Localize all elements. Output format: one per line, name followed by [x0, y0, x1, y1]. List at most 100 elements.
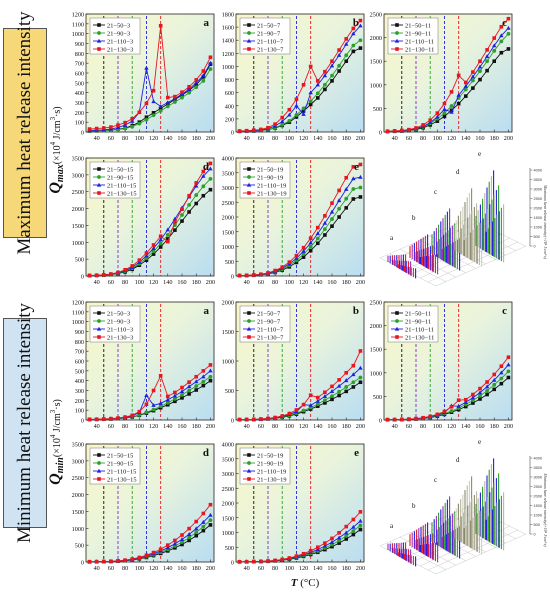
data-point — [173, 220, 177, 224]
x-tick-label: 180 — [342, 135, 351, 142]
data-point — [470, 78, 475, 83]
data-point — [499, 24, 504, 29]
x-tick-label: 160 — [177, 423, 186, 430]
y-tick-label: 500 — [75, 257, 84, 264]
y-tick-label: 400 — [75, 378, 84, 385]
x-tick-label: 200 — [206, 565, 215, 572]
data-point — [485, 392, 489, 397]
legend-marker — [97, 319, 101, 323]
x-tick-label: 60 — [406, 423, 412, 430]
panel-max-b: 0 200 400 600 800 1000 1200 1400 1600 1800 40 60 80 1… — [222, 12, 365, 143]
data-point — [294, 408, 299, 412]
data-point — [337, 63, 342, 68]
data-point — [194, 530, 199, 535]
inset-3d-z-tick-label: 4000 — [534, 169, 542, 173]
data-point — [477, 64, 483, 69]
data-point — [435, 412, 440, 417]
y-tick-label: 2000 — [72, 206, 84, 213]
legend-marker — [394, 326, 400, 331]
x-tick-label: 40 — [244, 135, 250, 142]
y-tick-label: 1000 — [370, 82, 382, 89]
legend-entry: 21−130−3 — [107, 46, 133, 53]
data-point — [251, 417, 256, 422]
data-point — [478, 59, 482, 63]
data-point — [201, 184, 206, 189]
y-tick-label: 4000 — [222, 156, 234, 163]
data-point — [259, 272, 263, 277]
data-point — [173, 390, 177, 395]
data-point — [323, 541, 327, 545]
x-tick-label: 160 — [475, 423, 484, 430]
legend: 21−50−321−90−321−110−321−130−3 — [89, 305, 141, 343]
y-axis-title-max: Qmax(×104 J/cm3·s) — [47, 106, 66, 193]
data-point — [201, 193, 206, 198]
y-tick-label: 300 — [75, 388, 84, 395]
data-point — [351, 380, 356, 385]
x-tick-label: 120 — [149, 135, 158, 142]
data-point — [280, 122, 285, 127]
legend-marker — [96, 326, 102, 331]
data-point — [456, 398, 461, 402]
x-tick-label: 40 — [392, 135, 398, 142]
data-point — [172, 100, 177, 104]
data-point — [244, 417, 249, 422]
data-point — [471, 86, 475, 90]
data-point — [449, 90, 454, 94]
data-point — [116, 416, 120, 420]
legend-marker — [246, 182, 252, 187]
y-tick-label: 300 — [75, 100, 84, 107]
x-tick-label: 100 — [135, 279, 144, 286]
data-point — [165, 232, 170, 237]
data-point — [208, 60, 213, 65]
y-tick-label: 2000 — [370, 35, 382, 42]
legend-marker — [247, 335, 251, 339]
data-point — [344, 186, 349, 191]
data-point — [158, 234, 163, 239]
data-point — [301, 245, 306, 250]
data-point — [323, 87, 327, 92]
data-point — [144, 553, 149, 558]
legend-entry: 21−50−19 — [257, 452, 283, 459]
data-point — [237, 273, 242, 278]
legend-marker — [97, 453, 101, 457]
x-tick-label: 120 — [149, 279, 158, 286]
x-tick-label: 120 — [149, 423, 158, 430]
data-point — [506, 25, 511, 30]
data-point — [407, 417, 411, 421]
data-point — [336, 535, 342, 540]
x-axis-title: T (°C) — [291, 577, 320, 589]
y-tick-label: 2500 — [222, 486, 234, 493]
data-point — [201, 524, 206, 529]
data-point — [463, 397, 468, 402]
data-point — [308, 240, 313, 245]
panel-letter: c — [502, 305, 507, 317]
legend-entry: 21−130−7 — [257, 46, 284, 53]
data-point — [180, 385, 184, 390]
y-tick-label: 600 — [225, 90, 234, 97]
data-point — [201, 528, 206, 533]
y-tick-label: 500 — [225, 545, 234, 552]
legend-marker — [247, 31, 251, 35]
data-point — [180, 542, 184, 547]
data-point — [337, 69, 341, 73]
inset-3d-z-tick-label: 2000 — [534, 495, 542, 499]
x-tick-label: 100 — [433, 135, 442, 142]
data-point — [358, 527, 363, 532]
y-tick-label: 1200 — [222, 51, 234, 58]
legend-marker — [395, 47, 399, 51]
x-tick-label: 60 — [108, 135, 114, 142]
data-point — [294, 113, 299, 117]
data-point — [237, 559, 242, 564]
legend-marker — [97, 31, 101, 35]
panel-letter: e — [354, 447, 359, 459]
data-point — [186, 532, 192, 536]
data-point — [315, 82, 320, 87]
data-point — [471, 392, 475, 397]
data-point — [435, 114, 440, 119]
data-point — [506, 369, 511, 374]
data-point — [180, 393, 184, 397]
data-point — [315, 398, 320, 403]
data-point — [201, 379, 206, 384]
data-point — [201, 78, 206, 83]
legend-marker — [395, 31, 399, 35]
